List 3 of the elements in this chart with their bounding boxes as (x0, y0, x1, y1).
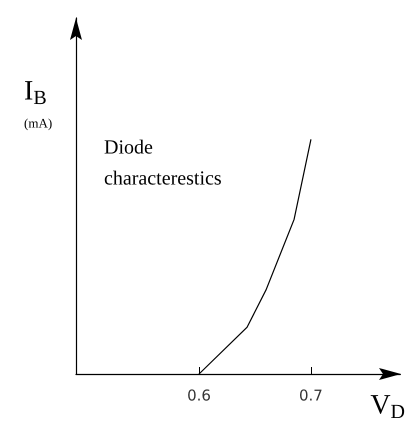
annotation: Diode characterestics (104, 136, 222, 190)
x-tick-label: 0.7 (298, 386, 323, 404)
x-tick-label: 0.6 (187, 386, 211, 404)
